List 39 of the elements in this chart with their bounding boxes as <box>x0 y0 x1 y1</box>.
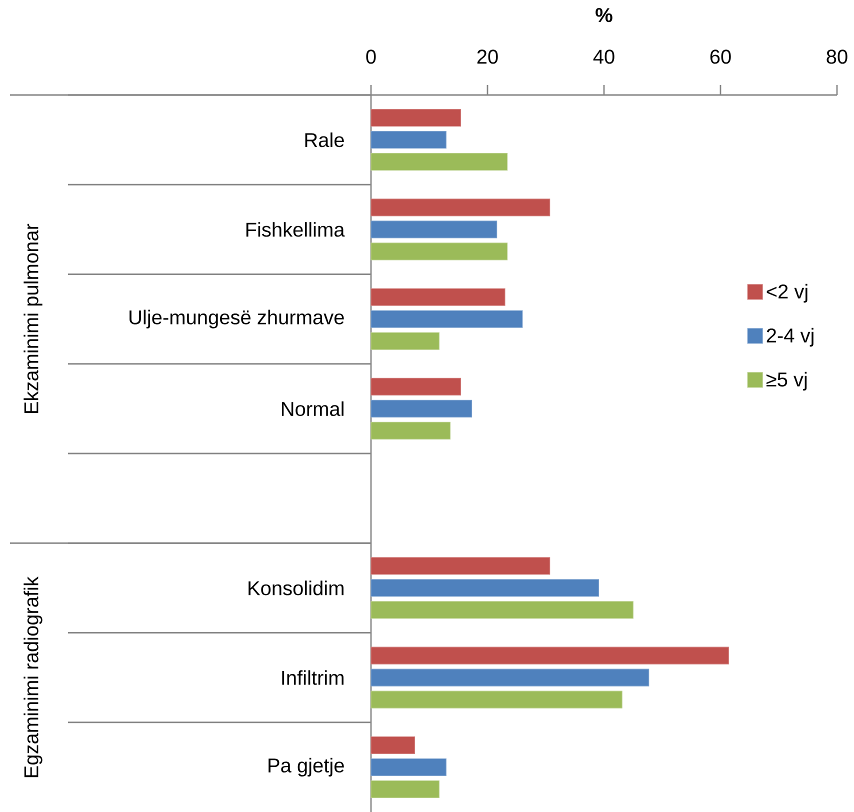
bar <box>370 242 508 260</box>
bar <box>370 601 634 619</box>
bar <box>370 310 523 328</box>
x-tick-label: 80 <box>826 50 848 64</box>
text: Egzaminimi radiografik <box>24 576 42 778</box>
bar <box>370 736 415 754</box>
bar <box>370 758 446 776</box>
x-tick-label: 0 <box>366 50 376 64</box>
bar <box>370 109 462 127</box>
bar <box>370 780 440 798</box>
bar <box>370 288 506 306</box>
bar <box>370 690 622 708</box>
x-axis-title: % <box>596 8 612 22</box>
bar <box>370 668 650 686</box>
x-tick-label: 20 <box>477 50 498 64</box>
bar <box>370 153 508 171</box>
bar <box>370 131 446 149</box>
y-tick-label: Normal <box>282 401 344 416</box>
bar <box>370 220 498 238</box>
y-tick-label: Ulje-mungesë zhurmave <box>130 310 344 328</box>
bar <box>370 198 550 216</box>
bar <box>370 557 550 575</box>
y-tick-label: Rale <box>305 132 344 148</box>
bar <box>370 332 440 350</box>
y-tick-label: Konsolidim <box>248 580 344 596</box>
legend-label: 2-4 vj <box>766 328 814 347</box>
y-tick-label: Pa gjetje <box>268 758 344 777</box>
legend-label: ≥5 vj <box>766 372 807 391</box>
bar <box>370 378 462 396</box>
legend-label: <2 vj <box>766 284 808 303</box>
bar <box>370 579 600 597</box>
bar <box>370 422 451 440</box>
y-tick-label: Infiltrim <box>282 670 344 685</box>
bar <box>370 646 729 664</box>
x-tick-label: 60 <box>710 50 731 64</box>
x-tick-label: 40 <box>593 50 614 64</box>
text: Ekzaminimi pulmonar <box>24 224 42 414</box>
bar <box>370 400 472 418</box>
y-tick-label: Fishkellima <box>246 222 345 237</box>
